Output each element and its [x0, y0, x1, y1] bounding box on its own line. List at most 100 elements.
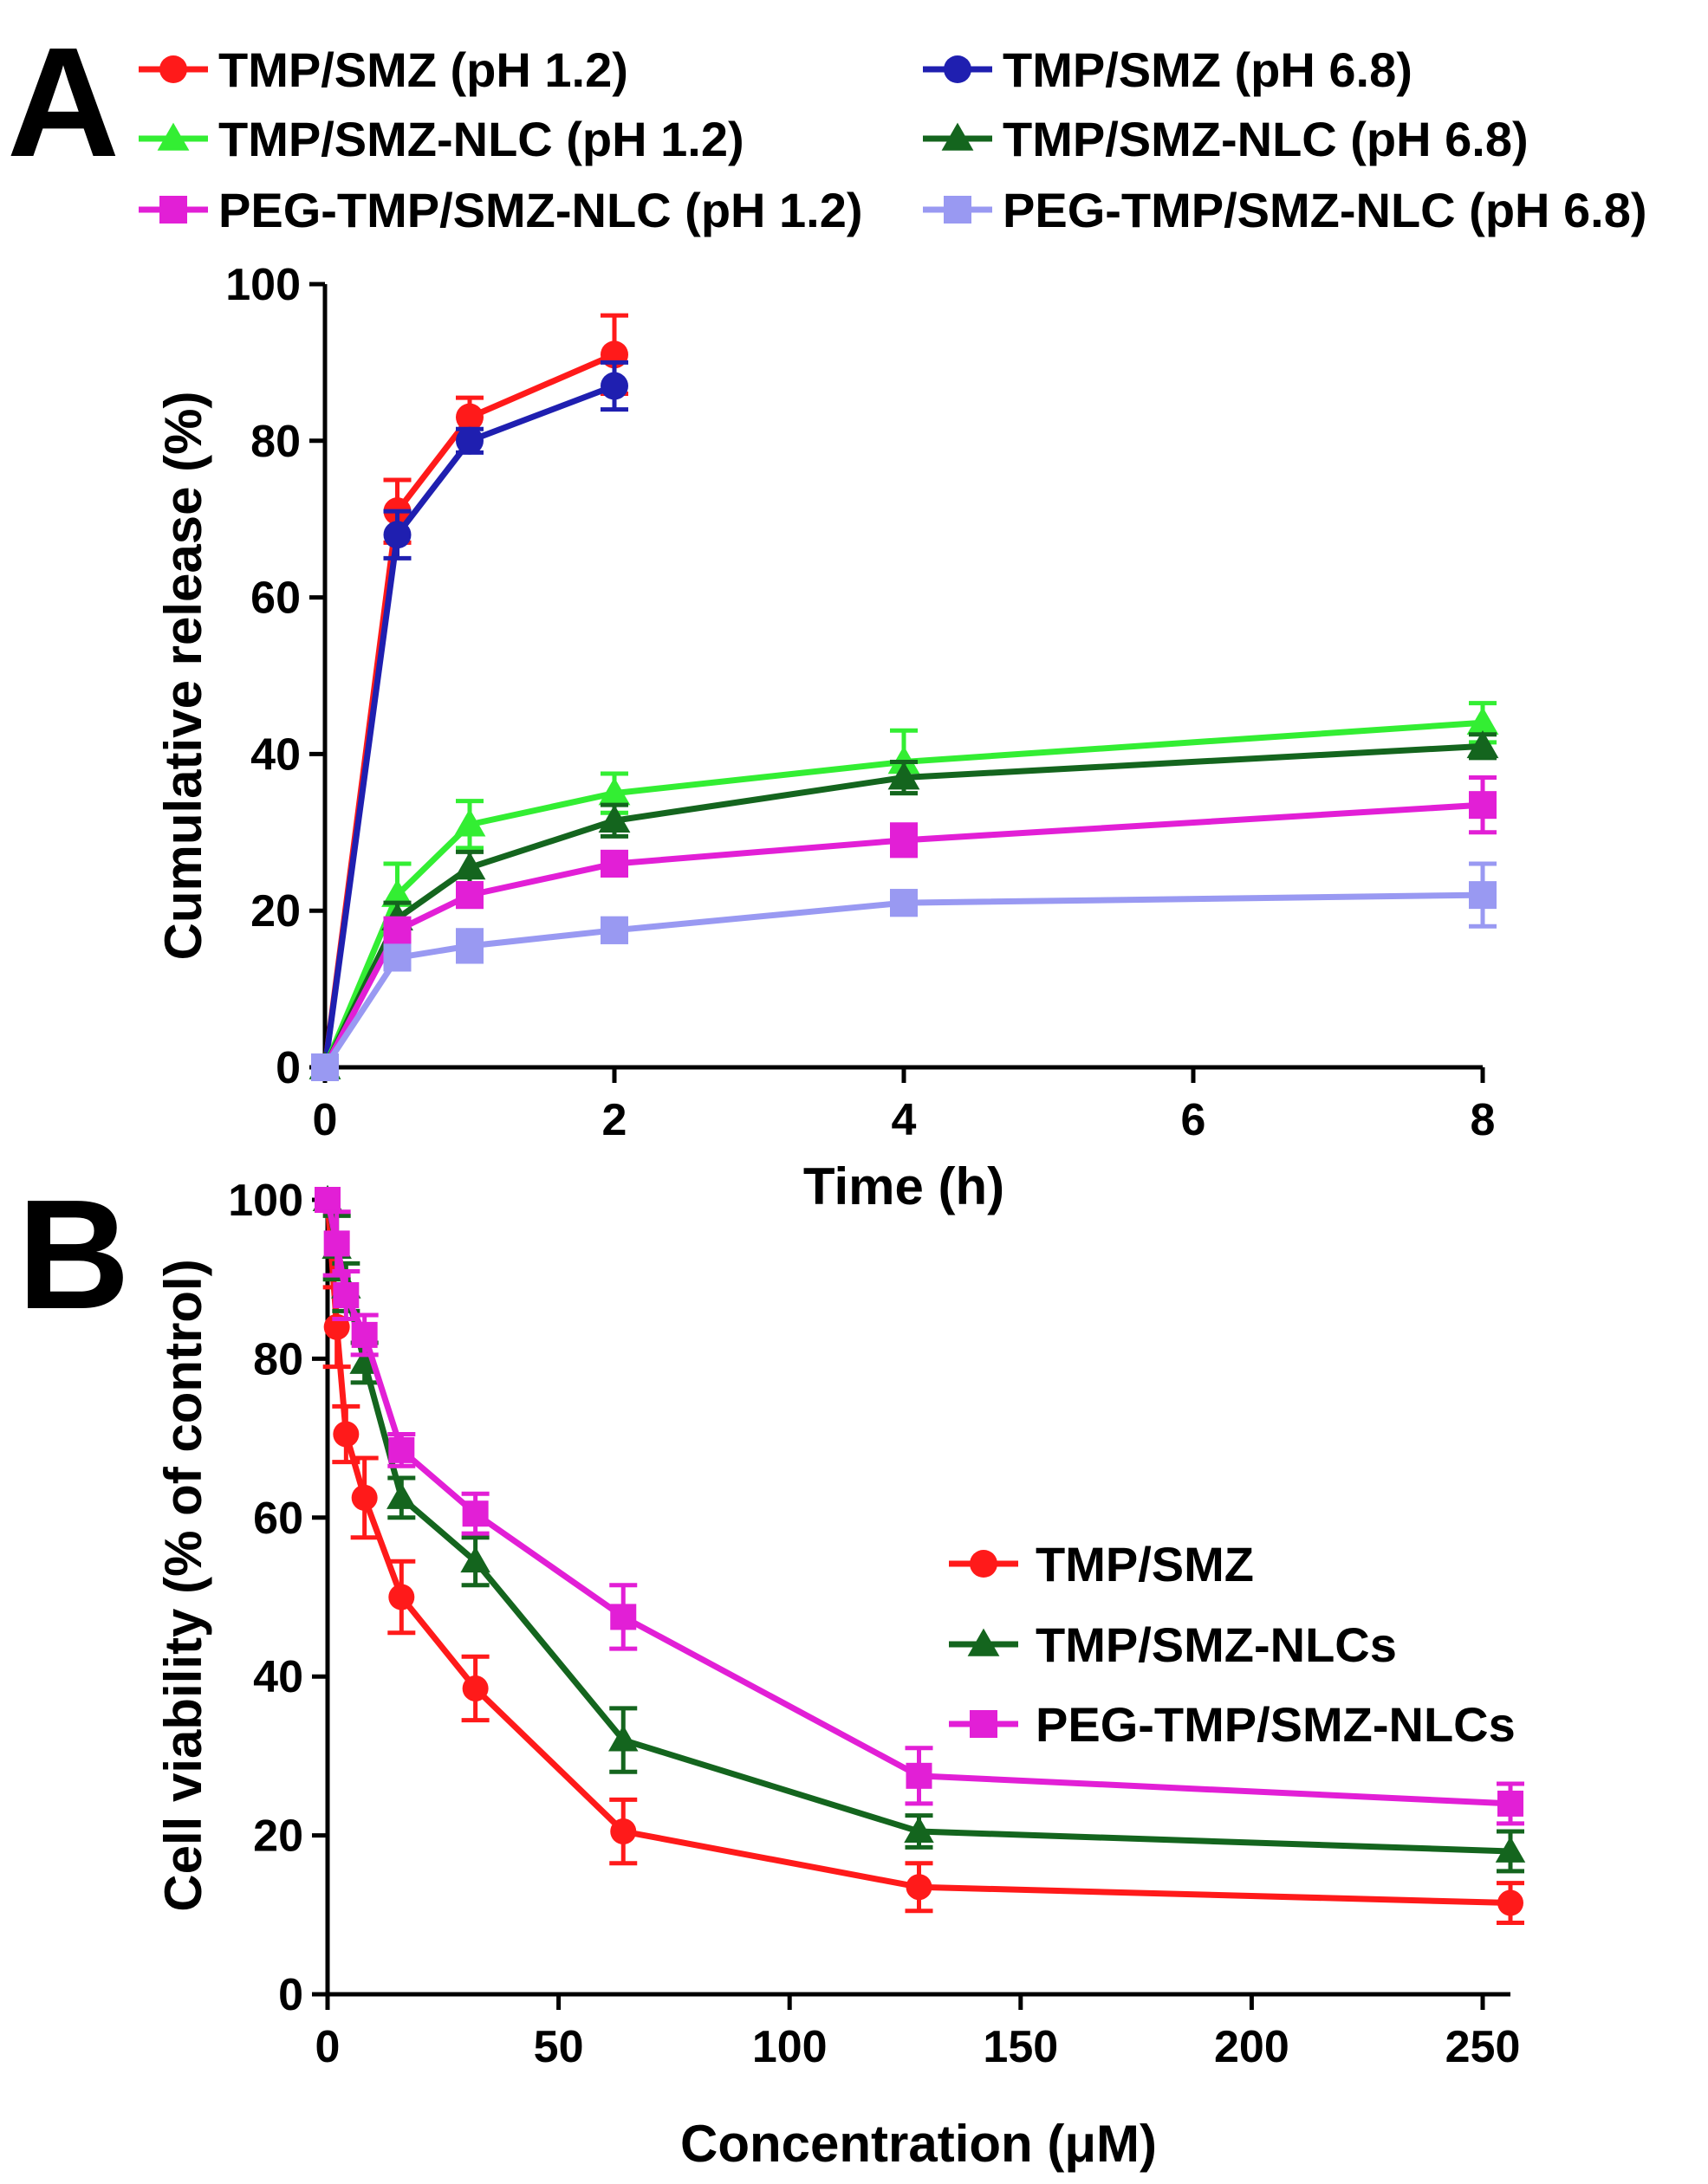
- legend-marker-a-3: [941, 122, 974, 151]
- legend-symbol: [941, 122, 974, 151]
- legend-entry-a-1: TMP/SMZ (pH 6.8): [923, 42, 1413, 97]
- legend-label-a-4: PEG-TMP/SMZ-NLC (pH 1.2): [218, 183, 863, 237]
- panel-a-x-tick-label: 6: [1181, 1095, 1206, 1145]
- panel-a-axes: 0 2 4 6 8 0 20 40 60 80 100 Time (h) Cumulative r…: [154, 260, 1495, 1215]
- data-point: [462, 1500, 489, 1527]
- legend-entry-b-1: TMP/SMZ-NLCs: [949, 1617, 1397, 1672]
- legend-entry-a-5: PEG-TMP/SMZ-NLC (pH 6.8): [923, 183, 1647, 237]
- legend-entry-b-2: PEG-TMP/SMZ-NLCs: [949, 1697, 1516, 1752]
- panel-b-y-tick-label: 40: [253, 1652, 303, 1702]
- legend-marker-a-1: [944, 55, 971, 83]
- panel-b-x-ticks: 0 50 100 150 200 250: [315, 1994, 1521, 2072]
- panel-b-x-tick-label: 100: [752, 2022, 828, 2072]
- panel-b-y-tick-label: 100: [228, 1176, 303, 1226]
- data-point: [456, 426, 484, 455]
- panel-b-x-axis-title: Concentration (μM): [680, 2115, 1157, 2173]
- panel-b-plot-area: [312, 1184, 1526, 1925]
- legend-label-a-1: TMP/SMZ (pH 6.8): [1003, 42, 1413, 97]
- data-point: [460, 1546, 490, 1573]
- panel-b-x-tick-label: 50: [534, 2022, 584, 2072]
- legend-marker-b-1: [967, 1628, 1000, 1656]
- legend-entry-a-4: PEG-TMP/SMZ-NLC (pH 1.2): [139, 183, 863, 237]
- panel-a-x-tick-label: 8: [1471, 1095, 1496, 1145]
- panel-a-y-axis-title: Cumulative release (%): [154, 392, 212, 961]
- legend-entry-a-2: TMP/SMZ-NLC (pH 1.2): [139, 112, 744, 166]
- panel-a-y-tick-label: 100: [225, 260, 301, 310]
- data-point: [351, 1321, 378, 1348]
- panel-b-label: B: [17, 1168, 130, 1342]
- data-point: [351, 1484, 378, 1511]
- panel-a-y-tick-label: 80: [250, 417, 301, 467]
- data-point: [388, 1436, 415, 1463]
- data-point: [890, 889, 918, 917]
- data-point: [323, 1230, 350, 1257]
- data-point: [1497, 1790, 1523, 1817]
- data-point: [601, 916, 628, 944]
- panel-a-legend: TMP/SMZ (pH 1.2) TMP/SMZ (pH 6.8) TMP/SM…: [139, 42, 1647, 237]
- panel-b-y-ticks: 0 20 40 60 80 100: [228, 1176, 328, 2020]
- legend-entry-a-3: TMP/SMZ-NLC (pH 6.8): [923, 112, 1529, 166]
- data-point: [311, 1053, 339, 1081]
- legend-entry-b-0: TMP/SMZ: [949, 1537, 1254, 1591]
- data-point: [1497, 1889, 1523, 1916]
- panel-b-series-0: [315, 1187, 1524, 1925]
- data-point: [453, 852, 486, 880]
- panel-b-y-tick-label: 80: [253, 1334, 303, 1384]
- data-point: [383, 943, 412, 972]
- data-point: [598, 804, 631, 833]
- data-point: [610, 1604, 637, 1630]
- panel-b-legend: TMP/SMZ TMP/SMZ-NLCs PEG-TMP/SMZ-NLCs: [949, 1537, 1516, 1752]
- data-point: [315, 1187, 341, 1213]
- data-point: [386, 1482, 417, 1509]
- data-point: [601, 849, 628, 878]
- data-point: [906, 1874, 932, 1901]
- data-point: [906, 1762, 932, 1789]
- data-point: [1495, 1836, 1526, 1863]
- panel-b-x-tick-label: 250: [1445, 2022, 1521, 2072]
- legend-marker-a-0: [159, 55, 187, 83]
- legend-marker-b-2: [970, 1710, 997, 1738]
- panel-a-plot-area: [308, 313, 1499, 1081]
- panel-a-x-tick-label: 2: [602, 1095, 627, 1145]
- data-point: [333, 1421, 360, 1448]
- panel-a-x-ticks: 0 2 4 6 8: [313, 1067, 1496, 1145]
- data-point: [333, 1282, 360, 1309]
- panel-a-x-axis-title: Time (h): [803, 1157, 1004, 1215]
- panel-b-x-tick-label: 200: [1214, 2022, 1289, 2072]
- legend-label-b-1: TMP/SMZ-NLCs: [1036, 1617, 1397, 1672]
- legend-marker-a-4: [159, 196, 187, 224]
- panel-a-y-tick-label: 40: [250, 729, 301, 780]
- panel-b-y-tick-label: 0: [278, 1970, 303, 2020]
- data-point: [608, 1725, 639, 1752]
- data-point: [453, 808, 486, 837]
- legend-label-a-0: TMP/SMZ (pH 1.2): [218, 42, 628, 97]
- legend-entry-a-0: TMP/SMZ (pH 1.2): [139, 42, 628, 97]
- panel-b-series-2: [315, 1187, 1524, 1826]
- panel-a-series-1-line: [321, 383, 616, 1068]
- legend-label-a-5: PEG-TMP/SMZ-NLC (pH 6.8): [1003, 183, 1647, 237]
- panel-a-x-tick-label: 0: [313, 1095, 338, 1145]
- panel-a-series-1: [311, 360, 628, 1081]
- data-point: [610, 1818, 637, 1845]
- data-point: [598, 777, 631, 806]
- legend-label-a-3: TMP/SMZ-NLC (pH 6.8): [1003, 112, 1529, 166]
- data-point: [388, 1584, 415, 1610]
- legend-label-b-0: TMP/SMZ: [1036, 1537, 1254, 1591]
- data-point: [381, 878, 413, 907]
- data-point: [456, 931, 484, 960]
- panel-a-y-ticks: 0 20 40 60 80 100: [225, 260, 325, 1093]
- data-point: [1469, 881, 1497, 910]
- data-point: [456, 403, 484, 431]
- legend-marker-b-0: [970, 1550, 997, 1578]
- data-point: [601, 372, 628, 400]
- data-point: [462, 1675, 489, 1701]
- legend-symbol: [970, 1710, 997, 1738]
- legend-marker-a-2: [157, 122, 190, 151]
- legend-symbol: [967, 1628, 1000, 1656]
- data-point: [383, 916, 412, 944]
- panel-a-y-tick-label: 20: [250, 886, 301, 936]
- legend-symbol: [944, 196, 971, 224]
- legend-marker-a-5: [944, 196, 971, 224]
- panel-a-label: A: [7, 16, 120, 190]
